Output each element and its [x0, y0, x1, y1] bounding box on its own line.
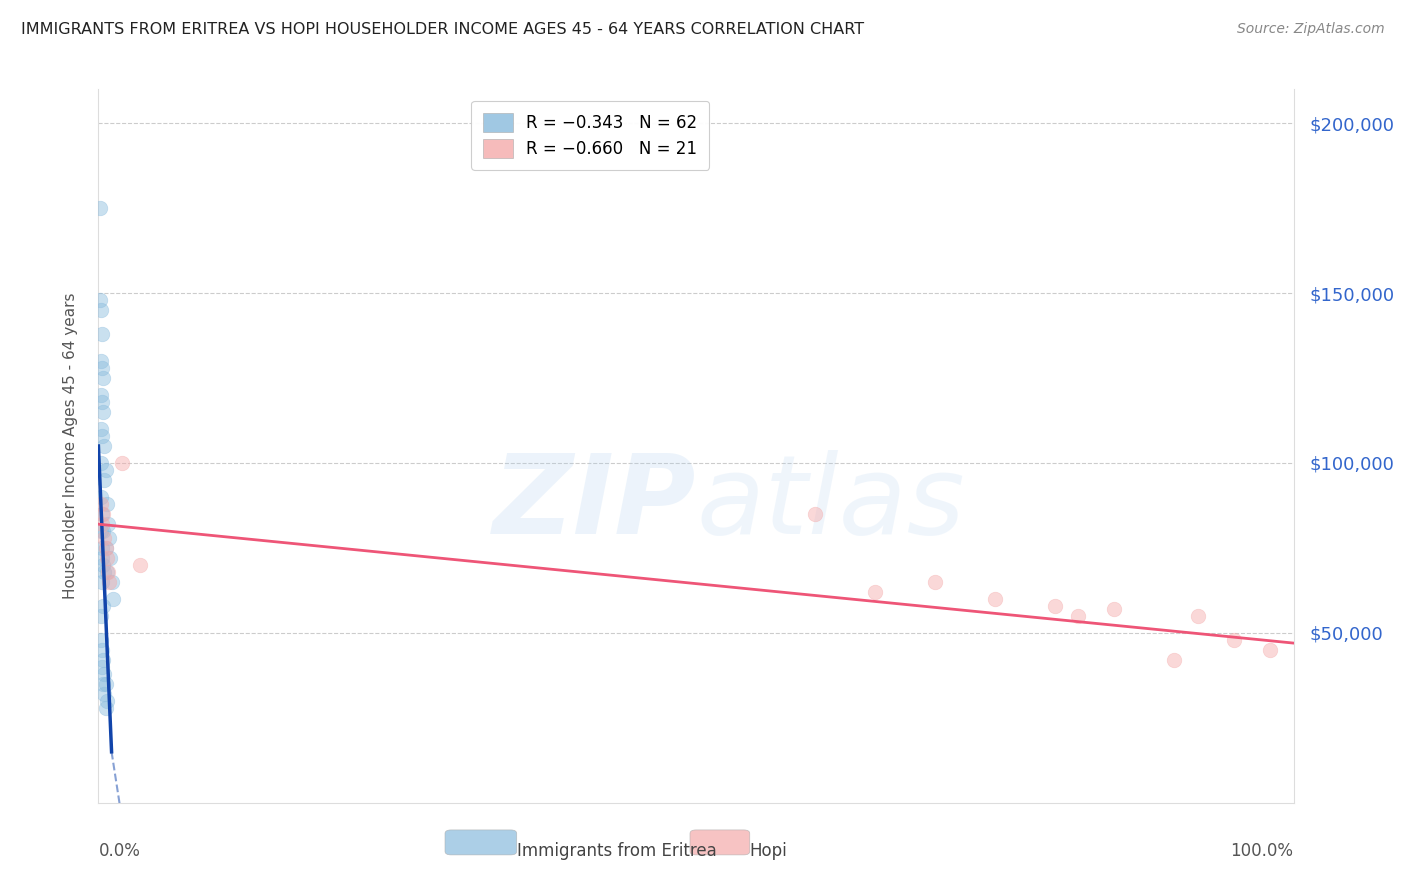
Point	[96, 551, 118, 566]
Text: Source: ZipAtlas.com: Source: ZipAtlas.com	[1237, 22, 1385, 37]
Point	[98, 531, 121, 545]
Point	[90, 632, 112, 647]
Point	[91, 517, 114, 532]
Point	[93, 666, 115, 681]
Point	[94, 463, 117, 477]
Point	[924, 574, 946, 589]
Point	[98, 574, 121, 589]
Point	[1258, 643, 1281, 657]
Point	[98, 551, 122, 566]
Point	[94, 700, 117, 714]
Point	[1163, 653, 1185, 667]
Text: ZIP: ZIP	[492, 450, 696, 557]
Point	[91, 643, 114, 657]
Point	[94, 541, 117, 555]
Text: 0.0%: 0.0%	[98, 842, 141, 860]
Point	[865, 585, 887, 599]
Point	[90, 303, 112, 318]
Point	[91, 360, 114, 375]
Point	[97, 565, 120, 579]
Point	[91, 660, 114, 674]
Point	[101, 591, 124, 606]
Point	[96, 694, 118, 708]
Point	[94, 541, 117, 555]
Point	[90, 524, 112, 538]
Point	[129, 558, 152, 572]
Point	[93, 531, 115, 545]
Point	[1067, 608, 1090, 623]
Point	[96, 497, 118, 511]
Point	[90, 354, 112, 368]
Legend: R = −0.343   N = 62, R = −0.660   N = 21: R = −0.343 N = 62, R = −0.660 N = 21	[471, 101, 709, 169]
Point	[89, 201, 111, 215]
Point	[91, 574, 114, 589]
Point	[91, 394, 114, 409]
FancyBboxPatch shape	[446, 830, 517, 855]
Text: atlas: atlas	[696, 450, 965, 557]
Point	[97, 517, 120, 532]
Point	[111, 456, 134, 470]
Point	[91, 541, 114, 555]
Point	[91, 326, 114, 341]
Text: Hopi: Hopi	[749, 842, 787, 860]
Point	[90, 456, 112, 470]
Point	[91, 558, 114, 572]
Point	[93, 565, 115, 579]
Point	[91, 371, 114, 385]
Point	[90, 490, 112, 504]
Point	[91, 507, 114, 521]
Point	[91, 677, 114, 691]
Point	[93, 687, 115, 701]
Y-axis label: Householder Income Ages 45 - 64 years: Householder Income Ages 45 - 64 years	[63, 293, 77, 599]
Point	[804, 507, 827, 521]
Point	[90, 608, 112, 623]
Point	[90, 497, 112, 511]
Point	[94, 677, 117, 691]
Point	[1223, 632, 1246, 647]
Point	[1043, 599, 1066, 613]
Point	[93, 473, 115, 487]
Point	[91, 507, 114, 521]
Point	[984, 591, 1007, 606]
Point	[91, 551, 114, 566]
Point	[91, 653, 114, 667]
Text: Immigrants from Eritrea: Immigrants from Eritrea	[517, 842, 717, 860]
Point	[89, 293, 111, 307]
Text: 100.0%: 100.0%	[1230, 842, 1294, 860]
Point	[90, 422, 112, 436]
Point	[91, 599, 114, 613]
Point	[1104, 602, 1126, 616]
Text: IMMIGRANTS FROM ERITREA VS HOPI HOUSEHOLDER INCOME AGES 45 - 64 YEARS CORRELATIO: IMMIGRANTS FROM ERITREA VS HOPI HOUSEHOL…	[21, 22, 865, 37]
FancyBboxPatch shape	[690, 830, 749, 855]
Point	[90, 388, 112, 402]
Point	[91, 405, 114, 419]
Point	[96, 565, 118, 579]
Point	[93, 439, 115, 453]
Point	[91, 524, 114, 538]
Point	[91, 429, 114, 443]
Point	[100, 574, 122, 589]
Point	[1187, 608, 1209, 623]
